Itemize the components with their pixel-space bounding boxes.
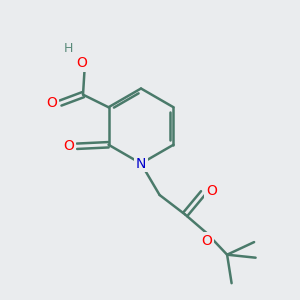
Text: O: O [206,184,217,198]
Text: O: O [63,139,74,153]
Text: O: O [77,56,88,70]
Text: N: N [136,157,146,170]
Text: O: O [201,234,212,248]
Text: H: H [64,42,74,55]
Text: O: O [47,96,58,110]
